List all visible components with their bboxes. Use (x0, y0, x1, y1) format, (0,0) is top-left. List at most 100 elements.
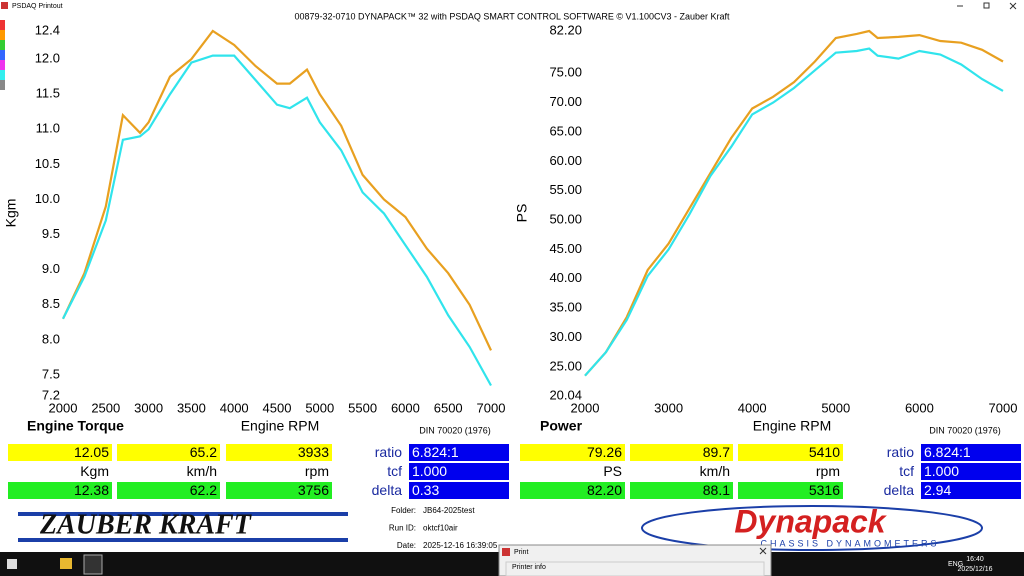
x-tick-label: 6500 (434, 400, 463, 415)
y-tick-label: 65.00 (549, 123, 582, 138)
psdaq-icon[interactable] (83, 554, 103, 575)
y-tick-label: 11.5 (36, 86, 60, 101)
current-box (630, 444, 733, 461)
language[interactable]: ENG (948, 561, 963, 568)
swatches (0, 20, 5, 90)
param-box (921, 444, 1021, 461)
peak-value: 62.2 (190, 482, 217, 498)
start-button[interactable] (7, 559, 17, 569)
y-tick-label: 35.00 (549, 300, 582, 315)
clock-date[interactable]: 2025/12/16 (957, 566, 992, 573)
app-icon (1, 2, 8, 9)
param-box (921, 463, 1021, 480)
x-tick-label: 2500 (91, 400, 120, 415)
peak-box (117, 482, 220, 499)
y-tick-label: 7.2 (42, 387, 60, 402)
y-tick-label: 7.5 (42, 366, 60, 381)
current-box (117, 444, 220, 461)
current-box (226, 444, 332, 461)
y-tick-label: 60.00 (549, 153, 582, 168)
dynapack-logo-text: Dynapack (734, 503, 887, 539)
current-box (738, 444, 843, 461)
current-box (520, 444, 625, 461)
y-tick-label: 12.4 (35, 22, 60, 37)
info-value: 2025-12-16 16:39:05 (423, 541, 498, 550)
param-value: 6.824:1 (924, 444, 971, 460)
param-label: tcf (387, 463, 402, 479)
print-dialog: Print Printer info (498, 544, 772, 576)
dialog-close[interactable] (759, 547, 767, 555)
y-tick-label: 20.04 (549, 387, 582, 402)
current-box (8, 444, 112, 461)
param-label: ratio (375, 444, 402, 460)
param-box (409, 444, 509, 461)
param-label: ratio (887, 444, 914, 460)
info-label: Folder: (391, 506, 416, 515)
peak-value: 5316 (809, 482, 840, 498)
units-value: km/h (700, 463, 730, 479)
y-tick-label: 50.00 (549, 212, 582, 227)
zauber-logo-text: ZAUBER KRAFT (39, 509, 253, 540)
series-line (62, 54, 492, 387)
current-value: 5410 (809, 444, 840, 460)
peak-value: 82.20 (587, 482, 622, 498)
dynapack-logo: Dynapack CHASSIS DYNAMOMETERS (641, 503, 983, 551)
x-tick-label: 4000 (738, 400, 767, 415)
header: 00879-32-0710 DYNAPACK™ 32 with PSDAQ SM… (294, 11, 730, 21)
current-value: 89.7 (703, 444, 730, 460)
x-tick-label: 5500 (348, 400, 377, 415)
x-tick-label: 2000 (571, 400, 600, 415)
x-tick-label: 6000 (905, 400, 934, 415)
maximize-button[interactable] (983, 2, 990, 9)
y-tick-label: 45.00 (549, 241, 582, 256)
y-tick-label: 9.5 (42, 226, 60, 241)
x-tick-label: 3000 (134, 400, 163, 415)
units-value: rpm (816, 463, 840, 479)
dynapack-sub: CHASSIS DYNAMOMETERS (760, 538, 939, 548)
x-tick-label: 7000 (989, 400, 1018, 415)
explorer-icon[interactable] (60, 558, 72, 569)
x-tick-label: 7000 (477, 400, 506, 415)
param-value: 6.824:1 (412, 444, 459, 460)
param-label: delta (372, 482, 403, 498)
chart-note: DIN 70020 (1976) (419, 425, 491, 435)
y-axis-label: PS (514, 204, 530, 223)
param-box (921, 482, 1021, 499)
current-value: 79.26 (587, 444, 622, 460)
x-tick-label: 5000 (305, 400, 334, 415)
y-tick-label: 11.0 (36, 121, 60, 136)
chart-title: Engine Torque (27, 418, 124, 434)
y-tick-label: 25.00 (549, 358, 582, 373)
series-line (584, 47, 1004, 377)
info-value: JB64-2025test (423, 506, 475, 515)
chart-note: DIN 70020 (1976) (929, 425, 1001, 435)
param-box (409, 463, 509, 480)
x-axis-label: Engine RPM (753, 418, 832, 434)
dialog-title: Print (514, 549, 528, 556)
window-title: PSDAQ Printout (12, 3, 63, 10)
series-line (584, 29, 1004, 377)
peak-value: 88.1 (703, 482, 730, 498)
y-axis-label: Kgm (3, 199, 19, 228)
y-tick-label: 10.5 (35, 156, 60, 171)
current-value: 12.05 (74, 444, 109, 460)
param-value: 1.000 (412, 463, 447, 479)
y-tick-label: 8.0 (42, 331, 60, 346)
param-value: 0.33 (412, 482, 439, 498)
units-value: rpm (305, 463, 329, 479)
clock-time[interactable]: 16:40 (966, 556, 984, 563)
series-line (62, 29, 492, 351)
y-tick-label: 40.00 (549, 270, 582, 285)
y-tick-label: 12.0 (35, 51, 60, 66)
peak-value: 3756 (298, 482, 329, 498)
param-box (409, 482, 509, 499)
x-tick-label: 3000 (654, 400, 683, 415)
units-value: PS (603, 463, 622, 479)
param-label: delta (884, 482, 915, 498)
close-button[interactable] (1009, 2, 1017, 10)
peak-value: 12.38 (74, 482, 109, 498)
x-tick-label: 2000 (49, 400, 78, 415)
y-tick-label: 75.00 (549, 65, 582, 80)
chart-title: Power (540, 418, 583, 434)
